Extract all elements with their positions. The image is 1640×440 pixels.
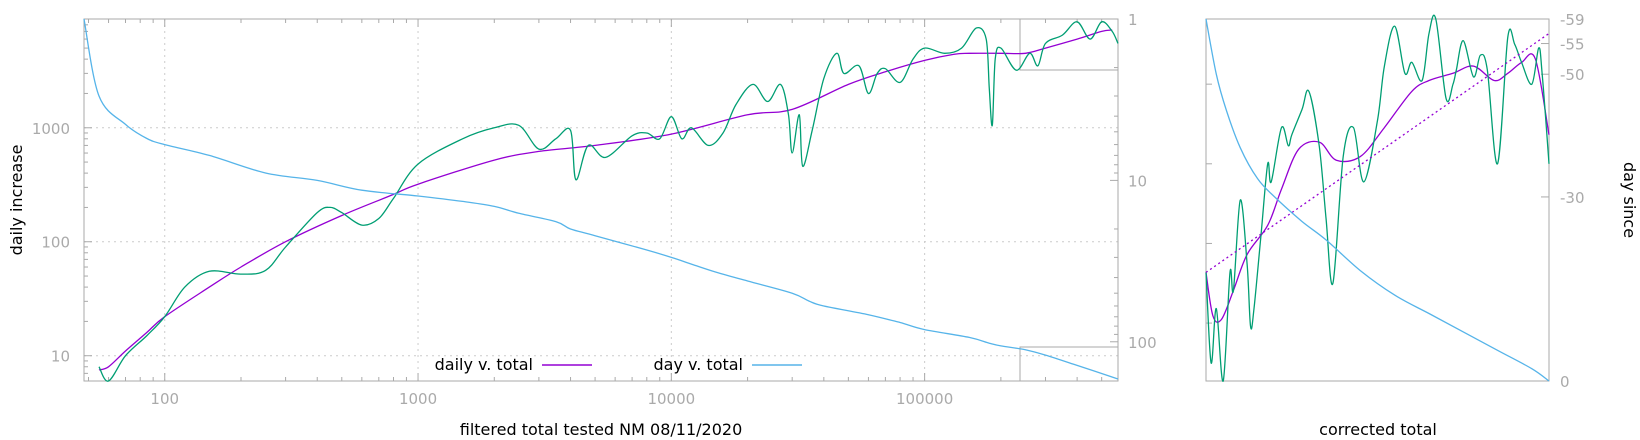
left-y2-tick-label: 10 (1128, 172, 1147, 190)
left-y-tick-label: 100 (41, 234, 70, 252)
right-y2-tick-label: -55 (1560, 36, 1585, 54)
left-inset-top (1019, 19, 1118, 71)
legend-daily-label: daily v. total (435, 355, 533, 374)
right-xlabel: corrected total (1319, 420, 1437, 439)
left-ylabel: daily increase (7, 145, 26, 256)
left-x-tick-label: 100000 (896, 390, 953, 408)
left-y2-tick-label: 1 (1128, 11, 1138, 29)
left-inset-bottom (1019, 346, 1118, 381)
left-plot-frame (83, 18, 1119, 382)
raw-daily-line (98, 21, 1119, 382)
right-y2-tick-label: -59 (1560, 11, 1585, 29)
left-series (83, 18, 1119, 382)
right-day-line (1205, 18, 1550, 382)
left-x-tick-label: 10000 (647, 390, 695, 408)
left-xlabel: filtered total tested NM 08/11/2020 (460, 420, 743, 439)
right-y2-tick-label: -30 (1560, 189, 1585, 207)
right-raw-line (1205, 14, 1550, 382)
left-ticks: 100 1000 10000 100000 10 100 1000 1 10 100 (32, 11, 1157, 408)
left-x-tick-label: 1000 (399, 390, 437, 408)
right-y2-tick-label: 0 (1560, 373, 1570, 391)
left-y2-tick-label: 100 (1128, 334, 1157, 352)
right-smoothed-line (1205, 53, 1550, 323)
right-y2label: day since (1620, 162, 1639, 238)
right-ticks: -59 -55 -50 -30 0 (1206, 11, 1585, 391)
left-x-tick-label: 100 (150, 390, 179, 408)
left-grid (84, 19, 1118, 381)
day-v-total-line (83, 18, 1119, 380)
right-series (1205, 14, 1550, 382)
legend: daily v. total day v. total (435, 355, 802, 374)
left-y-tick-label: 10 (51, 348, 70, 366)
left-y-tick-label: 1000 (32, 120, 70, 138)
right-plot-frame (1205, 18, 1550, 382)
daily-v-total-line (98, 29, 1113, 371)
right-fit-line (1205, 32, 1550, 273)
right-y2-tick-label: -50 (1560, 66, 1585, 84)
legend-day-label: day v. total (654, 355, 744, 374)
